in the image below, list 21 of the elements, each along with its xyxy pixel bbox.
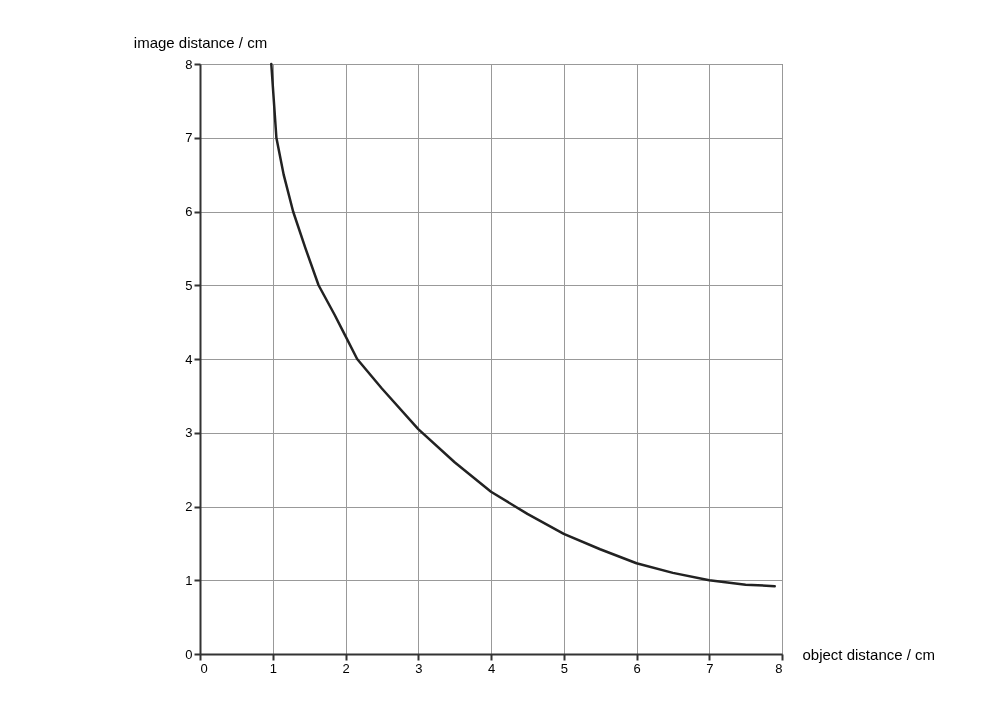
y-tick-label: 4	[185, 351, 193, 367]
y-tick-label: 8	[185, 56, 193, 72]
x-tick-label: 6	[633, 660, 641, 676]
y-tick-label: 0	[185, 646, 193, 662]
x-axis-title: object distance / cm	[802, 645, 936, 663]
x-tick-label: 1	[269, 660, 277, 676]
x-tick-label: 0	[200, 660, 208, 676]
y-tick-label: 2	[185, 499, 193, 514]
x-tick-label: 2	[342, 660, 350, 676]
x-tick-label: 4	[487, 660, 496, 676]
y-tick-label: 3	[185, 425, 193, 441]
line-series	[270, 62, 776, 588]
y-tick-label: 5	[185, 277, 193, 293]
y-tick-label: 1	[185, 572, 193, 588]
x-tick-label: 8	[775, 660, 783, 676]
y-tick-label: 7	[185, 130, 193, 146]
x-tick-label: 5	[560, 660, 568, 676]
y-axis-title: image distance / cm	[133, 33, 268, 51]
x-tick-label: 3	[415, 660, 423, 676]
y-tick-label: 6	[185, 204, 193, 219]
x-tick-label: 7	[706, 660, 714, 676]
